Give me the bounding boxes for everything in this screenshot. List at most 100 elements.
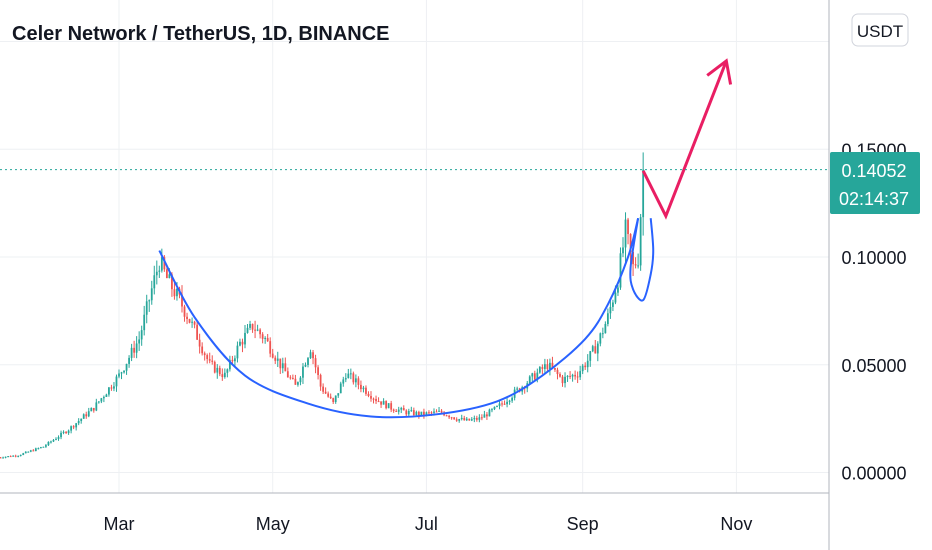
- candle-body: [82, 414, 85, 419]
- candle-body: [480, 417, 483, 419]
- candle-body: [415, 411, 418, 416]
- candle-body: [450, 417, 453, 419]
- candle-body: [226, 369, 229, 373]
- candle-body: [168, 274, 171, 279]
- candle-body: [581, 365, 584, 372]
- candle-body: [460, 417, 463, 420]
- candle-body: [387, 403, 390, 409]
- x-tick-label: Jul: [415, 514, 438, 534]
- price-tag-value: 0.14052: [841, 161, 906, 181]
- candle-body: [102, 396, 105, 399]
- candle-body: [458, 419, 461, 421]
- candle-body: [196, 324, 199, 340]
- candle-body: [32, 450, 35, 452]
- x-tick-label: Nov: [720, 514, 752, 534]
- candle-body: [397, 409, 400, 412]
- candle-body: [370, 395, 372, 399]
- candle-body: [412, 410, 415, 416]
- candle-body: [55, 438, 57, 440]
- candle-body: [77, 421, 80, 424]
- candle-body: [639, 217, 642, 266]
- candle-body: [27, 451, 30, 453]
- candle-body: [543, 364, 546, 369]
- candle-body: [145, 301, 148, 315]
- candle-body: [17, 455, 20, 457]
- candle-body: [128, 357, 130, 364]
- candle-body: [125, 363, 128, 371]
- candle-body: [158, 270, 161, 272]
- candle-body: [632, 251, 634, 265]
- candle-body: [425, 412, 428, 416]
- candle-body: [365, 387, 367, 394]
- candle-body: [218, 367, 221, 375]
- candle-body: [130, 347, 133, 358]
- candle-body: [34, 448, 37, 452]
- candle-body: [297, 382, 299, 385]
- candle-body: [382, 401, 385, 405]
- candle-body: [380, 401, 382, 405]
- candle-body: [115, 376, 118, 387]
- candle-body: [496, 405, 498, 407]
- candle-body: [319, 374, 322, 387]
- candle-body: [181, 294, 183, 307]
- candle-body: [342, 379, 345, 384]
- candle-body: [50, 441, 52, 443]
- candle-body: [599, 333, 602, 344]
- x-tick-label: May: [256, 514, 290, 534]
- candle-body: [193, 321, 196, 325]
- candle-body: [488, 409, 491, 417]
- candle-body: [57, 437, 60, 439]
- candle-body: [165, 269, 168, 279]
- candle-body: [627, 219, 629, 235]
- handle-curve: [629, 218, 655, 302]
- candle-body: [337, 393, 340, 396]
- y-tick-label: 0.05000: [841, 356, 906, 376]
- x-tick-label: Mar: [104, 514, 135, 534]
- candle-body: [428, 412, 430, 414]
- candle-body: [19, 454, 22, 456]
- candle-body: [254, 329, 256, 331]
- candle-body: [201, 346, 204, 354]
- candle-body: [7, 456, 10, 458]
- candle-body: [491, 409, 493, 411]
- candle-body: [261, 334, 264, 339]
- candle-body: [349, 373, 352, 375]
- projection-arrow: [641, 60, 728, 220]
- candle-body: [501, 403, 503, 405]
- candle-body: [281, 363, 284, 369]
- candle-body: [354, 378, 357, 383]
- candle-body: [118, 373, 120, 377]
- candle-body: [468, 418, 471, 421]
- candle-body: [566, 375, 569, 377]
- candle-body: [339, 383, 342, 394]
- candle-body: [486, 414, 488, 417]
- candle-body: [259, 329, 262, 335]
- candle-body: [45, 445, 47, 447]
- candle-body: [407, 410, 410, 415]
- candle-body: [188, 319, 191, 323]
- candle-body: [453, 417, 456, 420]
- currency-button[interactable]: USDT: [851, 13, 909, 47]
- candle-body: [72, 426, 75, 428]
- candle-body: [183, 306, 186, 317]
- candle-body: [606, 313, 609, 324]
- candle-body: [317, 367, 319, 375]
- candle-body: [614, 292, 617, 303]
- candle-body: [642, 169, 645, 218]
- candle-body: [271, 353, 274, 358]
- candle-body: [216, 367, 219, 373]
- grid: [0, 0, 829, 493]
- y-tick-label: 0.10000: [841, 248, 906, 268]
- candle-body: [176, 288, 178, 297]
- candle-body: [344, 378, 347, 380]
- candle-body: [511, 397, 514, 401]
- candle-body: [2, 457, 4, 459]
- candle-body: [309, 352, 312, 359]
- candle-body: [279, 358, 282, 369]
- candle-body: [65, 431, 67, 434]
- candle-body: [286, 371, 289, 378]
- candle-body: [42, 446, 45, 448]
- candle-body: [604, 323, 607, 334]
- cup-curve: [158, 217, 640, 419]
- candle-body: [294, 378, 297, 385]
